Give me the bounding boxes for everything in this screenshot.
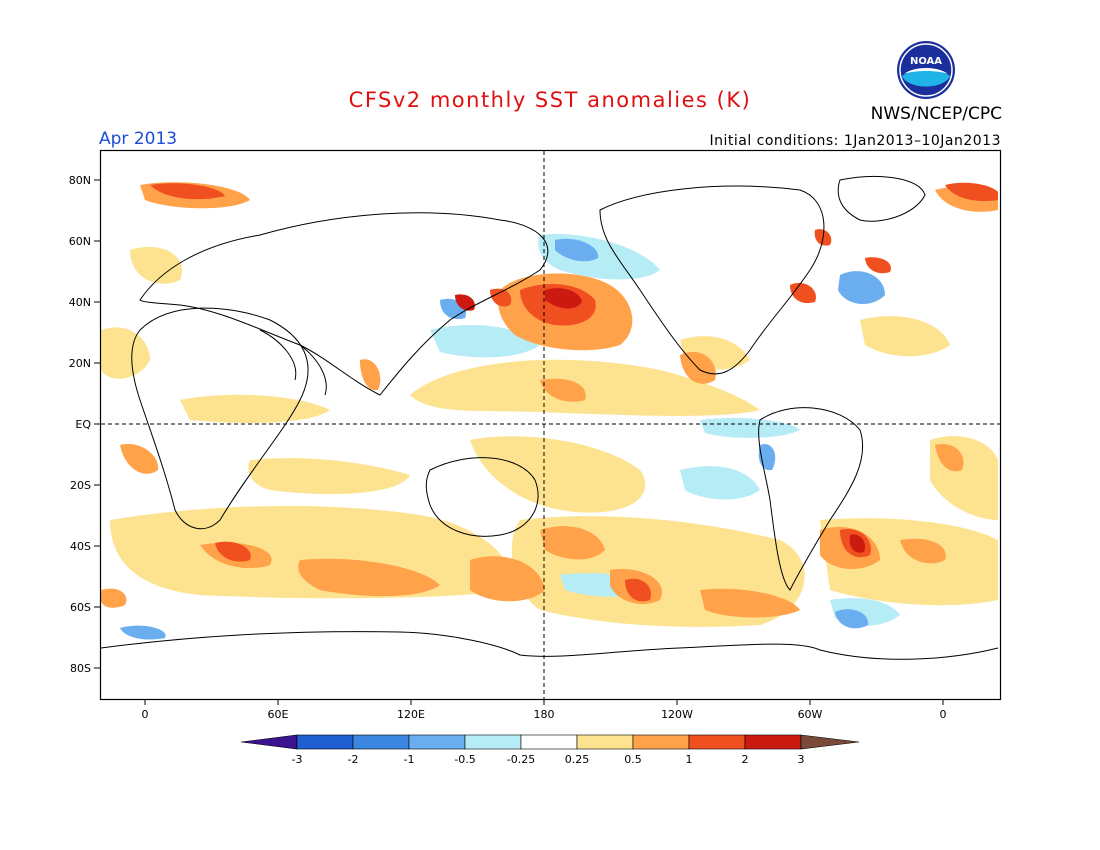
anomaly-weak-warm — [101, 246, 998, 627]
noaa-logo-icon: NOAA — [897, 41, 955, 99]
colorbar-label: -3 — [292, 753, 303, 766]
colorbar-segment — [352, 734, 410, 750]
lon-label: 60W — [798, 708, 823, 721]
lon-label: 120E — [397, 708, 425, 721]
lat-label: 40N — [69, 296, 91, 309]
lat-tick-marks — [94, 179, 100, 669]
colorbar-segment — [296, 734, 354, 750]
colorbar-segment — [800, 734, 860, 750]
initial-conditions-label: Initial conditions: 1Jan2013–10Jan2013 — [709, 133, 1001, 149]
lon-label: 120W — [661, 708, 693, 721]
colorbar-segment — [632, 734, 690, 750]
coastlines — [101, 175, 999, 660]
colorbar-segment — [240, 734, 298, 750]
lon-tick-marks — [144, 699, 944, 705]
colorbar-segment — [688, 734, 746, 750]
lat-label: EQ — [75, 418, 91, 431]
colorbar-segment — [464, 734, 522, 750]
colorbar-segment — [744, 734, 802, 750]
lat-label: 20N — [69, 357, 91, 370]
colorbar-segment — [520, 734, 578, 750]
colorbar-label: -1 — [404, 753, 415, 766]
colorbar-segment — [408, 734, 466, 750]
colorbar-label: -0.5 — [454, 753, 475, 766]
lon-label: 0 — [142, 708, 149, 721]
colorbar: -3 -2 -1 -0.5 -0.25 0.25 0.5 1 2 3 — [240, 734, 860, 766]
lon-label: 180 — [534, 708, 555, 721]
colorbar-label: 3 — [798, 753, 805, 766]
map-frame — [99, 149, 1002, 701]
lat-label: 60S — [70, 601, 91, 614]
anomaly-field — [101, 151, 1000, 699]
lat-label: 80S — [70, 662, 91, 675]
logo-text: NOAA — [910, 56, 942, 67]
colorbar-label: -0.25 — [507, 753, 535, 766]
figure-title: CFSv2 monthly SST anomalies (K) — [348, 88, 752, 112]
lat-label: 20S — [70, 479, 91, 492]
valid-month-label: Apr 2013 — [99, 129, 178, 149]
lon-label: 0 — [940, 708, 947, 721]
colorbar-label: 1 — [686, 753, 693, 766]
lon-label: 60E — [268, 708, 289, 721]
colorbar-label: 0.25 — [565, 753, 590, 766]
anomaly-very-strong-warm — [455, 288, 866, 553]
lat-label: 60N — [69, 235, 91, 248]
lat-label: 80N — [69, 174, 91, 187]
organization-label: NWS/NCEP/CPC — [870, 104, 1002, 124]
colorbar-segment — [576, 734, 634, 750]
colorbar-label: 2 — [742, 753, 749, 766]
lat-label: 40S — [70, 540, 91, 553]
colorbar-label: -2 — [348, 753, 359, 766]
colorbar-label: 0.5 — [624, 753, 642, 766]
